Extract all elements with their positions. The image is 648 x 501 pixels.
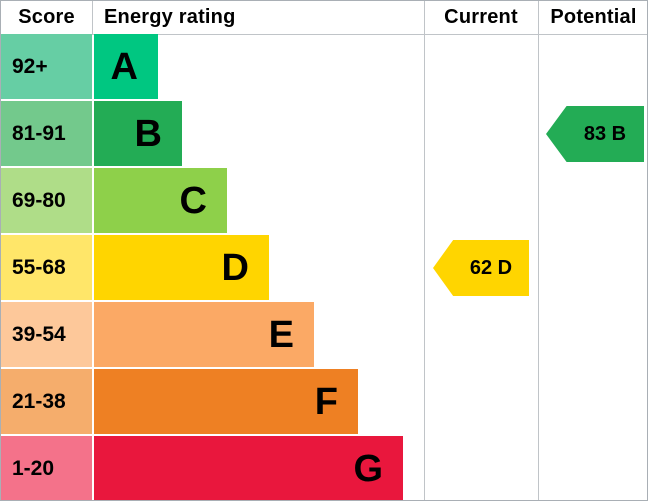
score-header: Score [18, 6, 75, 28]
band-row-f: 21-38 F [1, 369, 647, 436]
current-column-divider [424, 1, 425, 500]
score-range: 1-20 [1, 436, 92, 500]
band-row-b: 81-91 B [1, 101, 647, 168]
potential-marker-label: 83 B [583, 122, 627, 145]
chart-header: Score Energy rating Current Potential [1, 1, 647, 34]
score-range: 21-38 [1, 369, 92, 434]
band-letter: E [268, 313, 294, 356]
score-range: 81-91 [1, 101, 92, 166]
score-range: 55-68 [1, 235, 92, 300]
current-marker-label: 62 D [469, 256, 513, 279]
band-letter: F [314, 380, 338, 423]
band-bar: A [94, 34, 158, 99]
band-bar: E [94, 302, 314, 367]
score-range: 92+ [1, 34, 92, 99]
band-bar: C [94, 168, 227, 233]
band-row-d: 55-68 D [1, 235, 647, 302]
score-range: 39-54 [1, 302, 92, 367]
band-bar: G [94, 436, 403, 500]
current-header: Current [444, 6, 518, 28]
potential-column-divider [538, 1, 539, 500]
band-row-g: 1-20 G [1, 436, 647, 500]
band-rows: 92+ A 81-91 B 69-80 C 55-68 D 39-54 E 21… [1, 34, 647, 500]
score-range: 69-80 [1, 168, 92, 233]
band-row-a: 92+ A [1, 34, 647, 101]
potential-marker: 83 B [546, 106, 644, 162]
band-row-e: 39-54 E [1, 302, 647, 369]
header-divider [1, 34, 647, 35]
band-letter: G [353, 448, 383, 490]
band-bar: B [94, 101, 182, 166]
score-column-divider [92, 1, 93, 34]
band-letter: B [134, 112, 162, 155]
energy-rating-header: Energy rating [104, 6, 236, 28]
current-marker: 62 D [433, 240, 529, 296]
band-letter: A [110, 45, 138, 88]
band-letter: C [179, 179, 207, 222]
band-bar: F [94, 369, 358, 434]
band-row-c: 69-80 C [1, 168, 647, 235]
band-letter: D [221, 246, 249, 289]
potential-header: Potential [550, 6, 637, 28]
band-bar: D [94, 235, 269, 300]
